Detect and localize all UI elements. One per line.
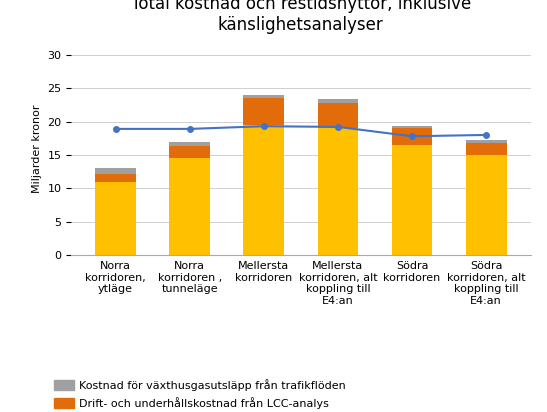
Bar xyxy=(170,158,210,255)
Bar xyxy=(170,146,210,158)
Bar xyxy=(95,174,136,182)
Bar xyxy=(317,99,358,103)
Bar xyxy=(465,155,507,255)
Y-axis label: Miljarder kronor: Miljarder kronor xyxy=(32,104,42,192)
Bar xyxy=(465,140,507,143)
Bar xyxy=(465,143,507,155)
Bar xyxy=(317,103,358,128)
Bar xyxy=(95,169,136,174)
Bar xyxy=(392,145,432,255)
Bar xyxy=(95,182,136,255)
Bar xyxy=(243,125,284,255)
Bar xyxy=(243,95,284,98)
Title: Total kostnad och restidsnyttor, inklusive
känslighetsanalyser: Total kostnad och restidsnyttor, inklusi… xyxy=(131,0,471,34)
Bar xyxy=(170,142,210,146)
Legend: Kostnad för växthusgasutsläpp från trafikflöden, Drift- och underhållskostnad fr: Kostnad för växthusgasutsläpp från trafi… xyxy=(54,379,400,412)
Bar xyxy=(392,126,432,128)
Bar xyxy=(392,128,432,145)
Bar xyxy=(243,98,284,125)
Bar xyxy=(317,128,358,255)
